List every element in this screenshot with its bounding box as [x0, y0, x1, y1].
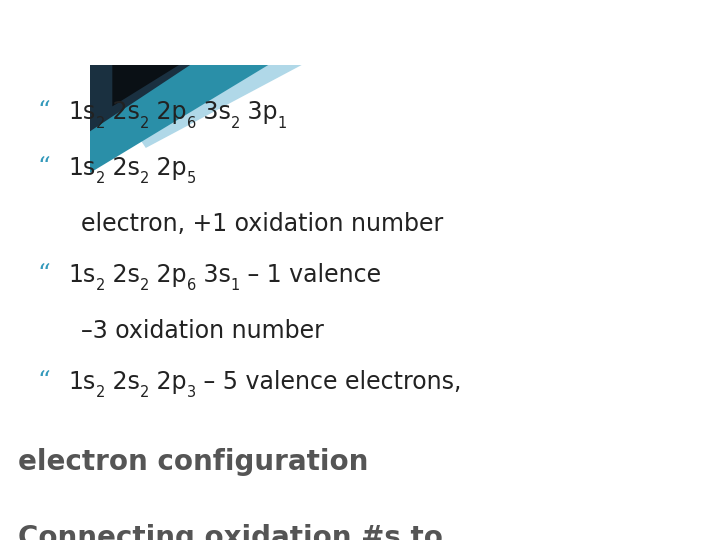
Text: 1: 1 — [278, 116, 287, 131]
Polygon shape — [90, 65, 190, 131]
Text: electron, +1 oxidation number: electron, +1 oxidation number — [81, 212, 444, 235]
Text: 3: 3 — [186, 385, 196, 400]
Text: 1: 1 — [231, 278, 240, 293]
Text: 1s: 1s — [68, 156, 96, 180]
Text: 2p: 2p — [149, 156, 186, 180]
Text: 1s: 1s — [68, 100, 96, 124]
Text: 2: 2 — [140, 278, 149, 293]
Text: “: “ — [37, 263, 50, 286]
Polygon shape — [112, 65, 179, 106]
Text: Connecting oxidation #s to: Connecting oxidation #s to — [18, 524, 443, 540]
Text: 2: 2 — [140, 385, 149, 400]
Text: 2: 2 — [96, 116, 105, 131]
Text: 2p: 2p — [149, 263, 186, 287]
Text: 6: 6 — [186, 116, 196, 131]
Text: 2p: 2p — [149, 100, 186, 124]
Text: 2p: 2p — [149, 370, 186, 394]
Polygon shape — [90, 65, 302, 148]
Text: 2: 2 — [96, 278, 105, 293]
Text: –3 oxidation number: –3 oxidation number — [81, 319, 324, 342]
Text: 2: 2 — [96, 171, 105, 186]
Text: 3s: 3s — [196, 263, 231, 287]
Text: 2: 2 — [231, 116, 240, 131]
Text: “: “ — [37, 370, 50, 393]
Text: electron configuration: electron configuration — [18, 448, 369, 476]
Text: 2s: 2s — [105, 370, 140, 394]
Text: 2: 2 — [96, 385, 105, 400]
Text: 2s: 2s — [105, 263, 140, 287]
Text: 2s: 2s — [105, 100, 140, 124]
Text: 6: 6 — [186, 278, 196, 293]
Text: 3p: 3p — [240, 100, 278, 124]
Text: 1s: 1s — [68, 263, 96, 287]
Text: 2: 2 — [140, 171, 149, 186]
Text: – 1 valence: – 1 valence — [240, 263, 382, 287]
Text: 3s: 3s — [196, 100, 231, 124]
Text: 2s: 2s — [105, 156, 140, 180]
Text: – 5 valence electrons,: – 5 valence electrons, — [196, 370, 462, 394]
Text: 5: 5 — [186, 171, 196, 186]
Polygon shape — [90, 65, 269, 173]
Text: 2: 2 — [140, 116, 149, 131]
Text: 1s: 1s — [68, 370, 96, 394]
Text: “: “ — [37, 100, 50, 124]
Text: “: “ — [37, 156, 50, 179]
